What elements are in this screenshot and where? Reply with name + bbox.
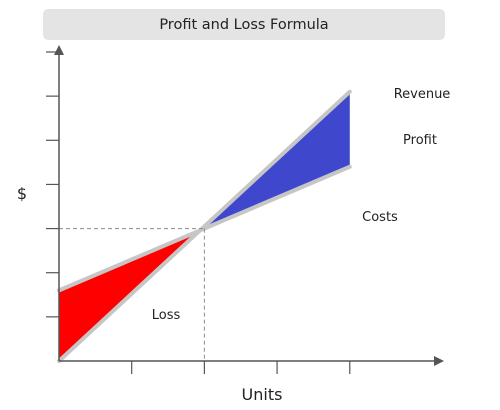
series-label-revenue: Revenue: [394, 87, 451, 102]
y-axis-label: $: [17, 184, 27, 203]
region-label-loss: Loss: [152, 308, 181, 323]
guides-layer: [59, 228, 205, 361]
series-label-costs: Costs: [362, 210, 398, 225]
region-label-profit: Profit: [403, 133, 437, 148]
chart-title: Profit and Loss Formula: [43, 9, 445, 40]
x-axis-label: Units: [242, 385, 283, 404]
x-axis-arrow-icon: [434, 356, 444, 366]
axes-layer: [46, 45, 444, 374]
labels-layer: $ Units Revenue Profit Costs Loss: [17, 87, 450, 404]
y-axis-arrow-icon: [54, 45, 64, 55]
revenue-line: [57, 89, 352, 363]
